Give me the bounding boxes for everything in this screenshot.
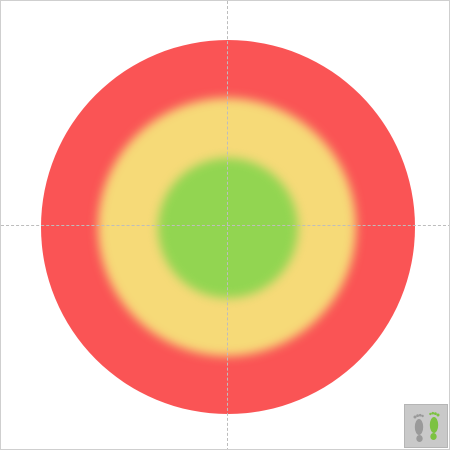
right-footprint bbox=[429, 411, 440, 440]
left-footprint bbox=[413, 413, 424, 442]
footprints-icon bbox=[413, 411, 440, 442]
horizontal-crosshair-guide bbox=[1, 225, 449, 226]
footprints-button[interactable] bbox=[404, 404, 448, 448]
inner-ring bbox=[158, 158, 298, 298]
